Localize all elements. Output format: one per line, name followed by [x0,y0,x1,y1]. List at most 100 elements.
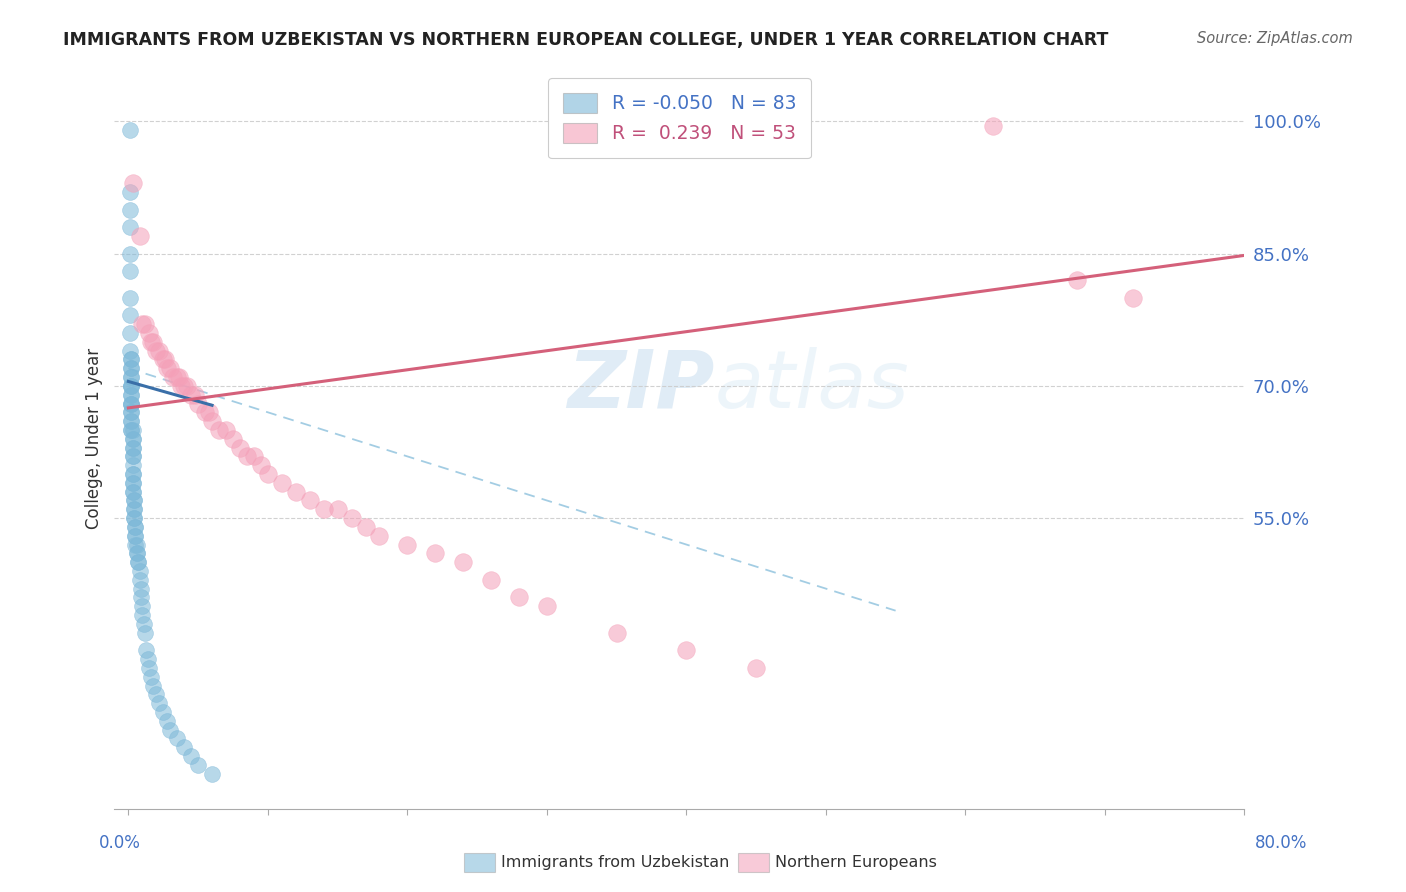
Point [120,370,142,384]
Point [135,643,157,657]
Point [118,202,141,217]
Point [152,705,174,719]
Point [340,511,363,525]
Point [125,546,148,560]
Point [173,740,195,755]
Point [122,502,145,516]
Point [121,441,143,455]
Point [118,309,141,323]
Point [120,414,142,428]
Point [156,361,179,376]
Point [368,529,391,543]
Point [152,352,174,367]
Point [222,432,245,446]
Point [124,520,146,534]
Point [194,405,217,419]
Point [145,687,167,701]
Point [257,467,280,481]
Point [425,546,447,560]
Point [606,625,628,640]
Point [136,652,159,666]
Point [1066,273,1088,287]
Point [120,379,142,393]
Point [124,529,146,543]
Point [139,334,162,349]
Point [125,537,148,551]
Point [121,475,143,490]
Point [134,317,156,331]
Text: IMMIGRANTS FROM UZBEKISTAN VS NORTHERN EUROPEAN COLLEGE, UNDER 1 YEAR CORRELATIO: IMMIGRANTS FROM UZBEKISTAN VS NORTHERN E… [63,31,1109,49]
Point [208,423,231,437]
Point [127,555,149,569]
Point [121,467,143,481]
Point [121,458,143,473]
Point [118,123,141,137]
Point [122,493,145,508]
Text: Northern Europeans: Northern Europeans [775,855,936,870]
Point [121,423,143,437]
Point [201,414,224,428]
Point [121,450,143,464]
Point [124,520,146,534]
Point [120,405,142,419]
Point [1122,291,1144,305]
Point [120,361,142,376]
Text: 0.0%: 0.0% [98,834,141,852]
Point [139,670,162,684]
Point [187,758,209,772]
Point [312,502,335,516]
Point [145,343,167,358]
Point [120,396,142,410]
Point [159,361,181,376]
Point [124,529,146,543]
Point [180,387,202,401]
Point [187,396,209,410]
Point [176,379,198,393]
Point [745,661,768,675]
Point [125,546,148,560]
Point [128,573,150,587]
Point [121,467,143,481]
Point [162,370,184,384]
Point [120,387,142,401]
Point [536,599,558,614]
Text: Source: ZipAtlas.com: Source: ZipAtlas.com [1197,31,1353,46]
Point [120,379,142,393]
Point [120,387,142,401]
Text: atlas: atlas [714,347,910,425]
Point [127,555,149,569]
Point [250,458,273,473]
Text: ZIP: ZIP [567,347,714,425]
Point [166,731,188,746]
Point [129,591,152,605]
Point [229,441,252,455]
Point [134,625,156,640]
Point [121,484,143,499]
Point [121,475,143,490]
Point [118,246,141,260]
Point [118,220,141,235]
Point [128,229,150,244]
Point [170,379,193,393]
Y-axis label: College, Under 1 year: College, Under 1 year [86,348,103,529]
Point [451,555,474,569]
Point [132,616,155,631]
Point [120,352,142,367]
Point [120,405,142,419]
Point [121,484,143,499]
Point [508,591,530,605]
Point [184,387,207,401]
Point [326,502,349,516]
Point [215,423,238,437]
Point [396,537,419,551]
Point [118,264,141,278]
Point [129,582,152,596]
Point [128,564,150,578]
Legend: R = -0.050   N = 83, R =  0.239   N = 53: R = -0.050 N = 83, R = 0.239 N = 53 [548,78,811,158]
Point [121,176,143,190]
Point [122,511,145,525]
Point [284,484,307,499]
Point [120,361,142,376]
Point [298,493,321,508]
Point [167,370,190,384]
